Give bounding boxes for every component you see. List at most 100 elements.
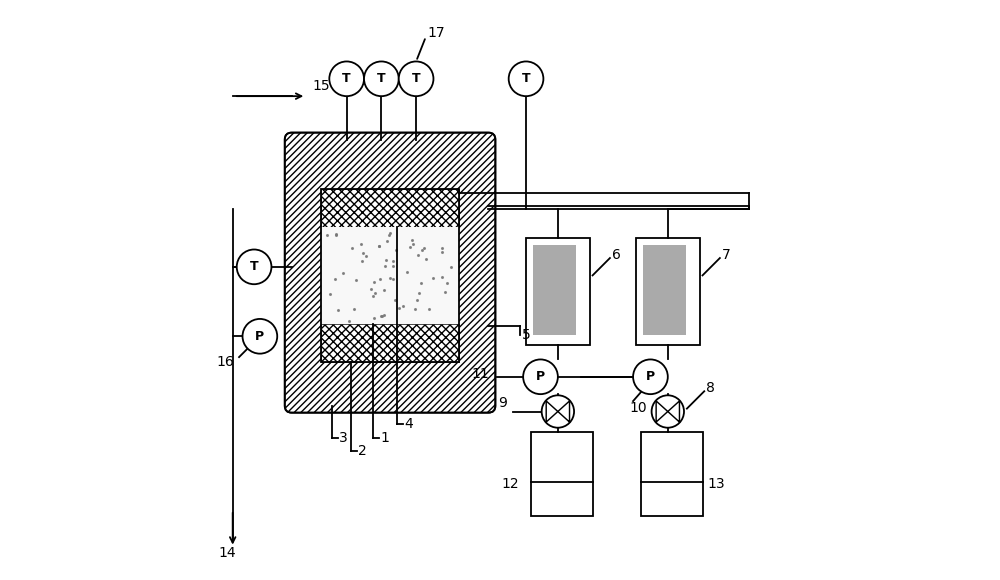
- Point: [404, 235, 420, 245]
- Text: T: T: [342, 72, 351, 85]
- Point: [330, 305, 346, 314]
- Point: [346, 304, 362, 313]
- Bar: [321, 227, 459, 324]
- Bar: [636, 238, 700, 345]
- Point: [443, 262, 459, 271]
- Point: [407, 304, 423, 314]
- FancyBboxPatch shape: [285, 133, 495, 412]
- Point: [385, 261, 401, 270]
- Point: [327, 274, 343, 284]
- Point: [374, 311, 390, 321]
- Point: [354, 256, 370, 266]
- Point: [413, 278, 429, 288]
- Text: 2: 2: [358, 444, 367, 458]
- Point: [353, 239, 369, 248]
- Point: [418, 254, 434, 263]
- Bar: [533, 245, 576, 335]
- Circle shape: [399, 61, 433, 96]
- Text: 4: 4: [404, 417, 413, 432]
- Point: [335, 269, 351, 278]
- Text: 15: 15: [312, 79, 330, 93]
- Point: [376, 285, 392, 295]
- Point: [363, 284, 379, 293]
- Bar: [641, 432, 703, 516]
- Point: [366, 313, 382, 322]
- Point: [376, 310, 392, 320]
- Point: [355, 249, 371, 258]
- Point: [382, 273, 398, 282]
- Text: 10: 10: [630, 401, 647, 415]
- Point: [382, 229, 398, 238]
- Point: [387, 295, 403, 305]
- Text: P: P: [646, 370, 655, 383]
- Text: T: T: [522, 72, 530, 85]
- Circle shape: [652, 396, 684, 427]
- Point: [319, 230, 335, 240]
- Text: 6: 6: [612, 248, 621, 262]
- Point: [437, 287, 453, 296]
- Circle shape: [329, 61, 364, 96]
- Point: [439, 278, 455, 288]
- Point: [372, 274, 388, 284]
- Text: P: P: [536, 370, 545, 383]
- Point: [328, 229, 344, 238]
- Circle shape: [542, 396, 574, 427]
- Point: [373, 311, 389, 321]
- Point: [377, 262, 393, 271]
- Point: [348, 276, 364, 285]
- Point: [371, 241, 387, 251]
- Point: [434, 244, 450, 253]
- Bar: [321, 188, 459, 362]
- Text: 12: 12: [502, 477, 519, 491]
- Bar: [531, 432, 593, 516]
- Text: 14: 14: [218, 546, 236, 560]
- Point: [378, 255, 394, 264]
- Text: 1: 1: [380, 430, 389, 444]
- Circle shape: [237, 249, 271, 284]
- Text: 13: 13: [708, 477, 725, 491]
- Point: [402, 242, 418, 252]
- Text: 7: 7: [722, 248, 730, 262]
- Point: [411, 288, 427, 298]
- Bar: [321, 188, 459, 362]
- Text: 11: 11: [471, 367, 489, 381]
- Point: [416, 244, 432, 253]
- Point: [366, 277, 382, 287]
- Point: [388, 246, 404, 255]
- Bar: [526, 238, 590, 345]
- Point: [409, 296, 425, 305]
- Point: [434, 247, 450, 256]
- Point: [395, 302, 411, 311]
- Text: 3: 3: [339, 430, 347, 444]
- Point: [425, 273, 441, 282]
- Circle shape: [523, 360, 558, 394]
- Point: [410, 250, 426, 259]
- Circle shape: [633, 360, 668, 394]
- Circle shape: [509, 61, 543, 96]
- Point: [391, 303, 407, 313]
- Point: [421, 304, 437, 314]
- Point: [367, 288, 383, 298]
- Point: [414, 245, 430, 255]
- Point: [385, 274, 401, 284]
- Text: T: T: [412, 72, 420, 85]
- Point: [358, 251, 374, 260]
- Bar: [321, 188, 459, 227]
- Point: [385, 256, 401, 266]
- Point: [381, 231, 397, 240]
- Text: 5: 5: [522, 328, 531, 342]
- Point: [328, 230, 344, 240]
- Point: [405, 240, 421, 249]
- Point: [365, 291, 381, 300]
- Point: [379, 237, 395, 246]
- Bar: [321, 324, 459, 362]
- Circle shape: [364, 61, 399, 96]
- Text: 8: 8: [706, 382, 715, 396]
- Point: [434, 272, 450, 281]
- Text: 16: 16: [216, 356, 234, 369]
- Circle shape: [243, 319, 277, 354]
- Text: 17: 17: [428, 26, 445, 39]
- Point: [322, 289, 338, 299]
- Text: 9: 9: [498, 396, 507, 410]
- Text: T: T: [377, 72, 386, 85]
